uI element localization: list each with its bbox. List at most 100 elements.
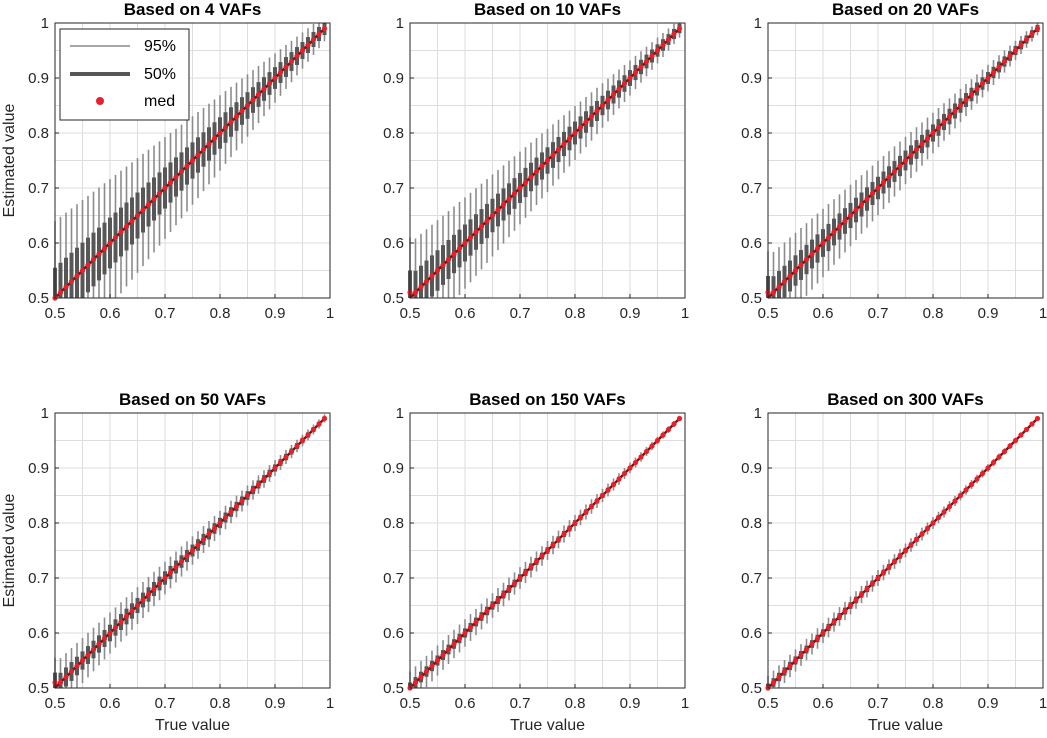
median-marker <box>206 531 212 537</box>
median-marker <box>440 652 446 658</box>
median-marker <box>118 619 124 625</box>
y-tick-label: 0.8 <box>28 125 49 142</box>
median-marker <box>244 492 251 499</box>
median-marker <box>792 267 799 274</box>
y-tick-label: 0.8 <box>383 515 404 532</box>
median-marker <box>500 591 507 598</box>
subplot-4: 0.5 0.6 0.7 0.8 0.9 1 0.5 0.6 0.7 0.8 0.9 1 Based on… <box>1 390 334 734</box>
median-marker <box>305 42 311 48</box>
median-marker <box>316 31 322 37</box>
median-marker <box>781 668 788 675</box>
median-marker <box>643 58 650 65</box>
median-marker <box>412 679 419 686</box>
median-marker <box>616 476 622 482</box>
median-marker <box>781 278 788 285</box>
median-marker <box>1034 415 1041 422</box>
y-tick-label: 0.7 <box>383 570 404 587</box>
median-marker <box>671 31 677 37</box>
median-marker <box>919 141 925 147</box>
median-marker <box>167 569 174 576</box>
median-marker <box>222 124 229 131</box>
median-marker <box>112 624 119 631</box>
median-marker <box>272 465 278 471</box>
median-marker <box>946 503 953 510</box>
median-marker <box>140 207 146 213</box>
median-marker <box>974 86 980 92</box>
y-tick-label: 0.8 <box>383 125 404 142</box>
median-marker <box>864 586 870 592</box>
y-tick-label: 0.6 <box>28 625 49 642</box>
median-marker <box>935 124 942 131</box>
median-marker <box>853 597 859 603</box>
median-marker <box>555 536 562 543</box>
median-marker <box>140 597 146 603</box>
x-tick-label: 0.7 <box>155 695 176 712</box>
median-marker <box>671 421 677 427</box>
median-marker <box>610 91 617 98</box>
median-marker <box>244 102 251 109</box>
median-marker <box>277 459 284 466</box>
x-tick-label: 0.6 <box>100 305 121 322</box>
median-marker <box>1007 53 1013 59</box>
median-marker <box>963 97 969 103</box>
median-marker <box>616 86 622 92</box>
median-marker <box>156 580 163 587</box>
y-tick-label: 0.9 <box>383 460 404 477</box>
median-marker <box>321 415 328 422</box>
median-marker <box>891 168 898 175</box>
x-tick-label: 0.9 <box>620 695 641 712</box>
x-tick-label: 0.8 <box>210 305 231 322</box>
median-marker <box>228 119 234 125</box>
median-marker <box>233 113 240 120</box>
median-marker <box>853 207 859 213</box>
median-marker <box>930 520 936 526</box>
median-marker <box>886 174 892 180</box>
x-tick-label: 0.9 <box>978 695 999 712</box>
median-marker <box>434 657 441 664</box>
median-marker <box>74 663 80 669</box>
median-marker <box>770 679 777 686</box>
median-marker <box>418 284 424 290</box>
median-marker <box>599 492 606 499</box>
median-marker <box>776 674 782 680</box>
median-marker <box>429 273 435 279</box>
median-marker <box>875 185 881 191</box>
y-tick-label: 1 <box>41 405 49 422</box>
median-marker <box>511 580 518 587</box>
median-marker <box>820 630 826 636</box>
median-marker <box>473 619 479 625</box>
subplot-title: Based on 4 VAFs <box>124 0 262 19</box>
legend-swatch-med <box>96 97 104 105</box>
median-marker <box>577 514 584 521</box>
median-marker <box>1012 47 1019 54</box>
y-tick-label: 0.7 <box>28 180 49 197</box>
median-marker <box>517 185 523 191</box>
median-marker <box>250 487 256 493</box>
median-marker <box>621 470 628 477</box>
median-marker <box>129 608 135 614</box>
median-marker <box>968 91 975 98</box>
median-marker <box>665 426 672 433</box>
median-marker <box>605 487 611 493</box>
median-marker <box>255 481 262 488</box>
median-marker <box>151 586 157 592</box>
median-marker <box>440 262 446 268</box>
median-marker <box>798 652 804 658</box>
median-marker <box>566 525 573 532</box>
median-marker <box>594 108 600 114</box>
median-marker <box>913 146 920 153</box>
median-marker <box>1018 42 1024 48</box>
median-marker <box>836 223 843 230</box>
y-axis-label: Estimated value <box>1 493 18 607</box>
median-marker <box>294 53 300 59</box>
x-tick-label: 0.6 <box>813 695 834 712</box>
median-marker <box>112 234 119 241</box>
median-marker <box>550 152 556 158</box>
median-marker <box>217 520 223 526</box>
median-marker <box>555 146 562 153</box>
y-tick-label: 0.6 <box>383 625 404 642</box>
median-marker <box>831 229 837 235</box>
median-marker <box>434 267 441 274</box>
median-marker <box>941 509 947 515</box>
median-marker <box>665 36 672 43</box>
